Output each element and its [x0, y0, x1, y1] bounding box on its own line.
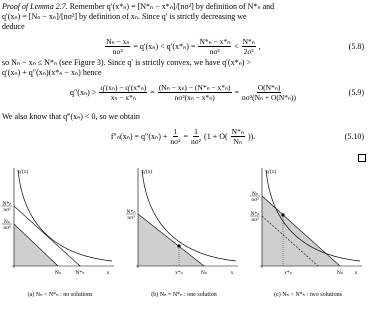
tick-denominator: nσ² [3, 207, 11, 213]
line-text: deduce [2, 22, 25, 31]
numerator: N*ₙ [230, 126, 245, 137]
x-tick-label: x [231, 270, 234, 276]
proof-label: Proof of Lemma 2.7. [2, 2, 68, 11]
numerator: 1 [193, 126, 199, 137]
x-tick-label: x [355, 270, 358, 276]
eq-text: = [150, 87, 155, 97]
eq-text: < [234, 41, 239, 51]
caption: (a) Nₙ < N*ₙ : no solutions [28, 291, 93, 298]
tick-denominator: nσ² [127, 215, 135, 221]
fraction: (Nₙ − xₙ) − (N*ₙ − x*ₙ) nσ²(xₙ − x*ₙ) [157, 82, 232, 102]
eq-text: )). [247, 131, 256, 141]
x-tick-label: Nₙ [55, 270, 62, 276]
tick-denominator: nσ² [251, 217, 259, 223]
point [177, 244, 181, 248]
tick-denominator: nσ² [251, 197, 259, 203]
eq-text: f″ₙ(xₙ) = q″(xₙ) + [110, 131, 168, 141]
eq-text: q″(xₙ) > [69, 87, 97, 97]
denominator: nσ² [209, 46, 220, 56]
equation: Nₙ − xₙ nσ² = q′(xₙ) < q′(x*ₙ) = N*ₙ − x*ₙ n… [0, 34, 366, 58]
numerator: (Nₙ − xₙ) − (N*ₙ − x*ₙ) [157, 82, 232, 93]
y-label: q′(x) [18, 168, 29, 175]
fraction: N*ₙ Nₙ [230, 126, 245, 146]
fraction: 1 nσ² [191, 127, 201, 146]
numerator: Nₙ − xₙ [105, 36, 131, 47]
denominator: nσ² [190, 136, 202, 146]
denominator: nσ²(xₙ − x*ₙ) [174, 92, 215, 102]
text-line: deduce [2, 22, 25, 31]
tick-numerator: Nₙ [252, 191, 259, 197]
equation-tag: (5.8) [348, 41, 364, 51]
eq-text: = [183, 131, 188, 141]
line-text: Remember q′(x*ₙ) = [N*ₙ − x*ₙ]/[nσ²] by … [69, 2, 275, 11]
x-tick-label: Nₙ [201, 270, 208, 276]
x-tick-label: N*ₙ [76, 270, 86, 276]
line [13, 205, 81, 267]
fraction: N*ₙ − x*ₙ nσ² [198, 36, 232, 56]
tick-numerator: N*ₙ [127, 209, 137, 215]
numerator: q′(xₙ) − q′(x*ₙ) [99, 82, 148, 93]
x-tick-label: Nₙ [337, 270, 344, 276]
y-label: q′(x) [266, 168, 277, 175]
equation: f″ₙ(xₙ) = q″(xₙ) +1 nσ² = 1 nσ² (1 + O(N*ₙ Nₙ)… [0, 124, 366, 148]
caption: (b) Nₙ = N*ₙ : one solution [151, 291, 217, 298]
denominator: nσ²(Nₙ + O(N*ₙ)) [242, 92, 297, 102]
fraction: N*ₙ 2σ² [241, 36, 256, 56]
equation-tag: (5.10) [344, 131, 364, 141]
eq-text: (1 + O( [204, 131, 228, 141]
line-text: q′(xₙ) = [Nₙ − xₙ]/[nσ²] by definition o… [2, 12, 247, 21]
line [13, 223, 59, 267]
equation: q″(xₙ) > q′(xₙ) − q′(x*ₙ) xₙ − x*ₙ = (Nₙ − x… [0, 80, 366, 104]
y-label: q′(x) [142, 168, 153, 175]
text-line: q′(xₙ) = [Nₙ − xₙ]/[nσ²] by definition o… [2, 12, 247, 21]
curve [265, 169, 361, 262]
text-line: We also know that q‴(xₙ) < 0, so we obta… [2, 112, 140, 121]
qed-box [358, 154, 366, 162]
numerator: 1 [172, 126, 179, 137]
denominator: 2σ² [243, 46, 254, 56]
line [137, 213, 205, 267]
x-tick-label: x*ₙ [175, 270, 184, 276]
fraction: 1 nσ² [170, 127, 180, 146]
tick-denominator: nσ² [3, 225, 11, 231]
caption: (c) Nₙ > N*ₙ : two solutions [274, 291, 342, 298]
line-text: We also know that q‴(xₙ) < 0, so we obta… [2, 112, 140, 121]
line-text: q′(xₙ) + q″(xₙ)(x*ₙ − xₙ) hence [2, 68, 102, 77]
fraction: Nₙ − xₙ nσ² [105, 36, 131, 56]
eq-text: = q′(xₙ) < q′(x*ₙ) = [133, 41, 196, 51]
text-line: q′(xₙ) + q″(xₙ)(x*ₙ − xₙ) hence [2, 68, 102, 77]
tick-numerator: N*ₙ [3, 201, 13, 207]
eq-text: , [258, 41, 261, 51]
fraction: O(N*ₙ) nσ²(Nₙ + O(N*ₙ)) [242, 83, 296, 102]
denominator: nσ² [170, 136, 181, 146]
text-line: so Nₙ − xₙ ≤ N*ₙ (see Figure 3). Since q… [2, 58, 251, 67]
fraction: q′(xₙ) − q′(x*ₙ) xₙ − x*ₙ [99, 82, 148, 102]
denominator: Nₙ [233, 136, 242, 146]
numerator: N*ₙ − x*ₙ [198, 36, 232, 47]
curve [141, 169, 237, 262]
eq-text: = [234, 87, 240, 97]
point [281, 213, 285, 217]
line-text: so Nₙ − xₙ ≤ N*ₙ (see Figure 3). Since q… [2, 58, 251, 67]
numerator: O(N*ₙ) [256, 82, 282, 93]
denominator: nσ² [112, 46, 123, 56]
x-tick-label: x [107, 270, 110, 276]
text-line: Proof of Lemma 2.7. Remember q′(x*ₙ) = [… [2, 2, 274, 11]
denominator: xₙ − x*ₙ [110, 92, 136, 102]
line [261, 195, 341, 267]
curve [17, 169, 113, 262]
tick-numerator: N*ₙ [251, 211, 261, 217]
x-tick-label: x*ₙ [284, 270, 293, 276]
numerator: N*ₙ [241, 36, 256, 47]
equation-tag: (5.9) [348, 87, 364, 97]
tick-numerator: Nₙ [4, 219, 11, 225]
